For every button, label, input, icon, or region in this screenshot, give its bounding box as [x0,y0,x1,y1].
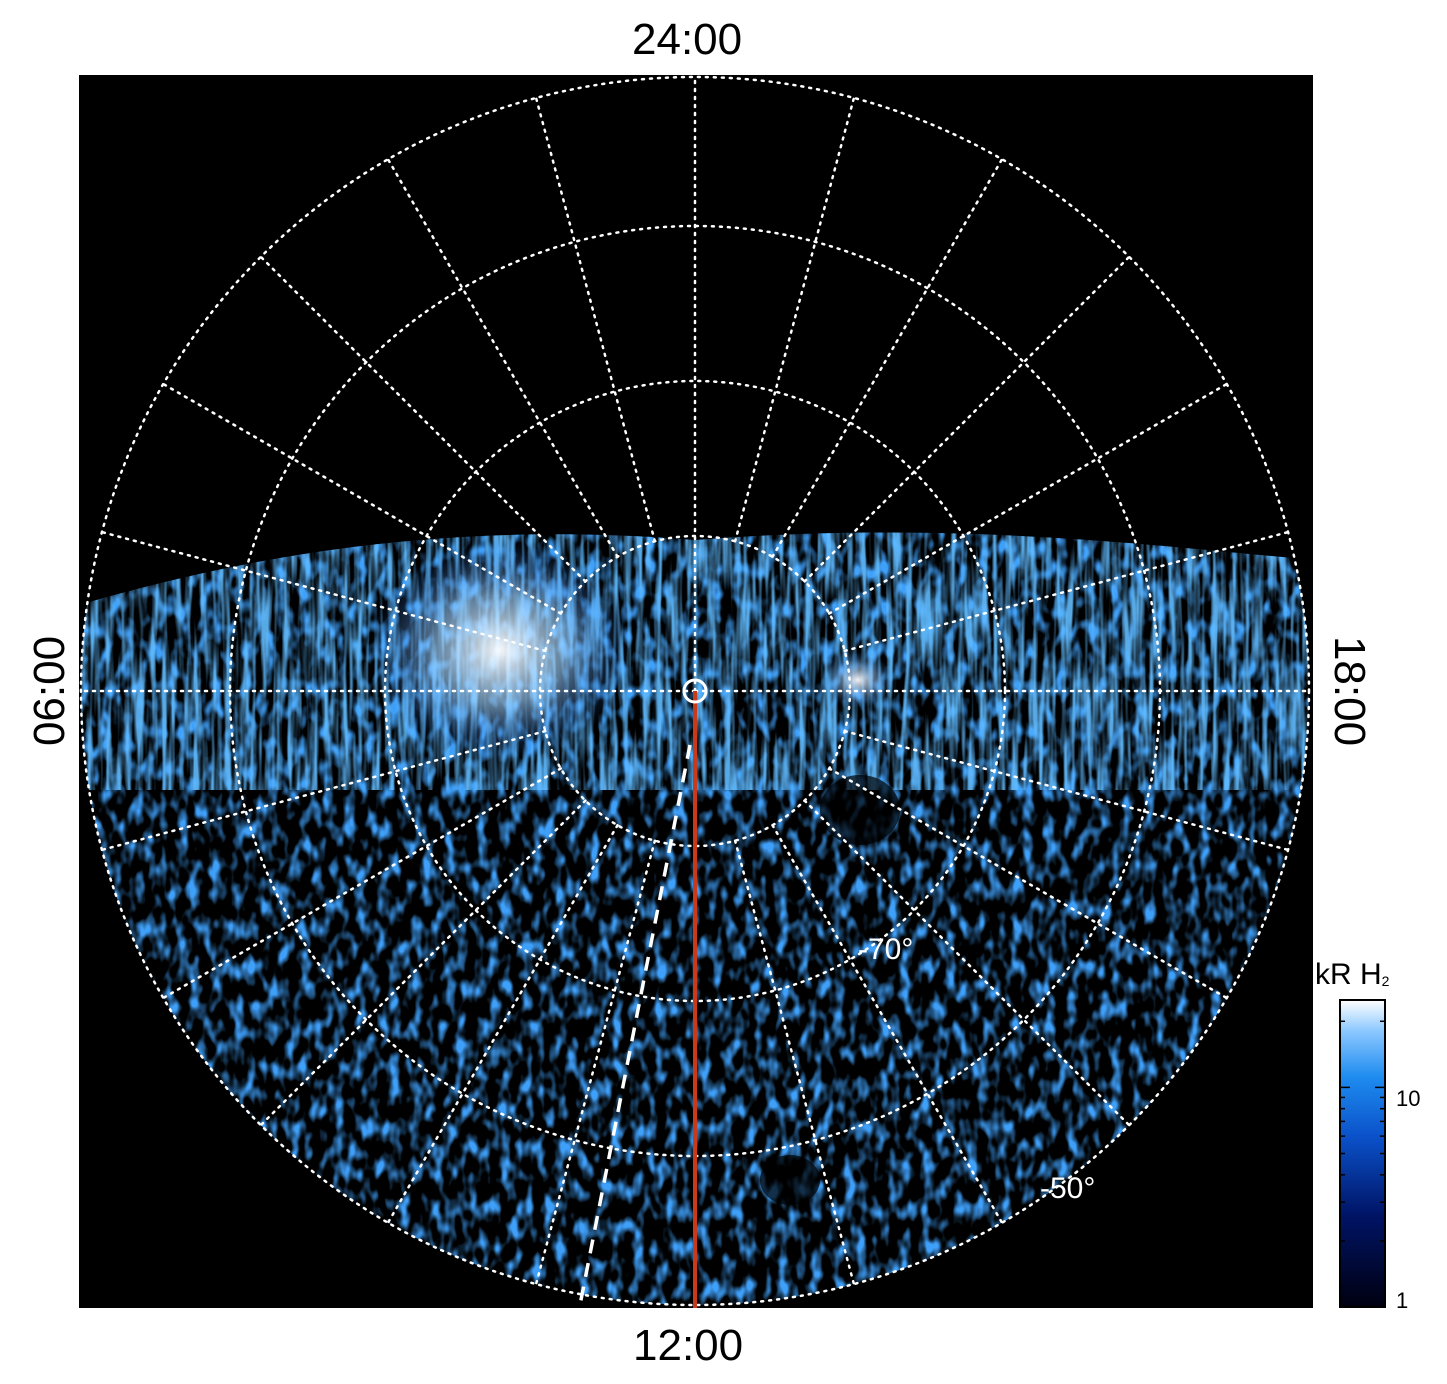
bright-spot-dusk [823,652,893,708]
dark-patch [760,1155,820,1205]
colorbar-ticks [1340,1020,1385,1308]
latitude-circle [79,75,1311,1307]
local-time-label-left: 06:00 [25,635,74,747]
colorbar-title-main: kR H [1315,958,1382,991]
colorbar [1339,999,1386,1308]
local-time-label-right: 18:00 [1325,635,1374,747]
colorbar-title: kR H2 [1315,958,1389,992]
local-time-label-top: 24:00 [632,15,743,64]
bright-oval-dawn [370,540,630,760]
colorbar-tick-label-1: 1 [1396,1288,1409,1313]
colorbar-tick-label-10: 10 [1396,1086,1421,1111]
local-time-label-bottom: 12:00 [633,1321,744,1370]
pole-marker [682,678,708,704]
latitude-label-70: -70° [858,933,913,966]
latitude-label-50: -50° [1040,1172,1095,1205]
dark-patch [820,775,900,845]
colorbar-title-sub: 2 [1381,973,1390,989]
